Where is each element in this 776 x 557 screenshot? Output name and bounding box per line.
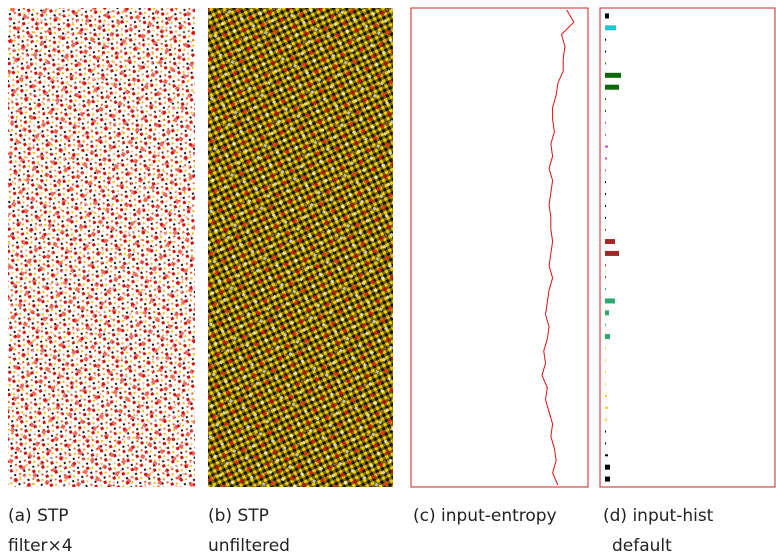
- caption: (c) input-entropy: [413, 506, 557, 526]
- caption: default: [612, 536, 672, 556]
- hist-bar: [605, 454, 608, 457]
- hist-bar: [605, 109, 606, 112]
- hist-bar: [605, 50, 606, 53]
- hist-bar: [605, 121, 606, 124]
- entropy-line: [541, 9, 575, 486]
- hist-bar: [605, 442, 606, 445]
- hist-bar: [605, 145, 608, 148]
- hist-bar: [605, 250, 619, 256]
- hist-bar: [605, 216, 606, 219]
- hist-bar: [605, 13, 609, 19]
- hist-bar: [605, 464, 610, 470]
- hist-bar: [605, 193, 606, 196]
- hist-bar: [605, 430, 606, 433]
- caption: filter×4: [8, 536, 73, 556]
- caption: unfiltered: [208, 536, 290, 556]
- pattern-a-overlay: [8, 8, 195, 487]
- hist-bar: [605, 98, 606, 101]
- hist-bar: [605, 133, 606, 136]
- hist-bar: [605, 334, 610, 340]
- hist-bar: [605, 25, 616, 31]
- caption: (b) STP: [208, 506, 269, 526]
- hist-bar: [605, 347, 606, 350]
- hist-bar: [605, 204, 606, 207]
- hist-bar: [605, 38, 606, 41]
- caption: (d) input-hist: [603, 506, 714, 526]
- hist-bar: [605, 359, 606, 362]
- hist-bar: [605, 288, 606, 291]
- hist-bar: [605, 310, 609, 316]
- hist-bar: [605, 394, 607, 397]
- hist-bar: [605, 62, 606, 65]
- hist-bar: [605, 72, 621, 78]
- hist-bar: [605, 298, 615, 304]
- hist-bar: [605, 84, 619, 90]
- hist-bar: [605, 371, 606, 374]
- hist-frame: [599, 7, 776, 488]
- hist-bar: [605, 228, 606, 231]
- hist-bar: [605, 264, 606, 267]
- entropy-frame: [410, 7, 589, 488]
- caption: (a) STP: [8, 506, 69, 526]
- hist-bar: [605, 181, 606, 184]
- hist-bar: [605, 157, 607, 160]
- hist-bar: [605, 418, 607, 421]
- hist-bar: [605, 239, 615, 245]
- hist-bar: [605, 323, 606, 326]
- pattern-b-overlay: [208, 8, 393, 487]
- hist-bar: [605, 169, 606, 172]
- hist-bar: [605, 383, 606, 386]
- hist-bar: [605, 476, 610, 482]
- hist-bar: [605, 276, 606, 279]
- hist-bar: [605, 406, 608, 409]
